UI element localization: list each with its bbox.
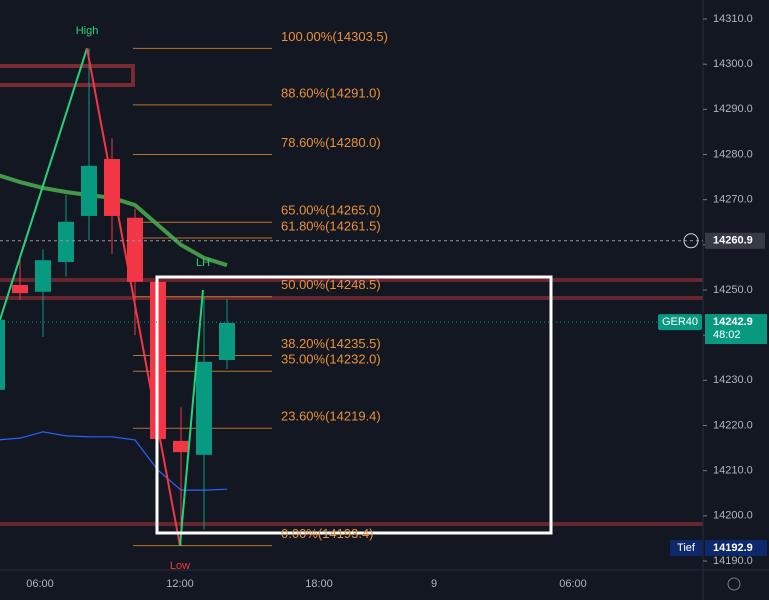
candle-body (12, 285, 28, 294)
y-tick-label: 14300.0 (713, 58, 753, 70)
y-tick-label: 14220.0 (713, 419, 753, 431)
y-tick-label: 14280.0 (713, 148, 753, 160)
zigzag-leg (86, 48, 181, 546)
fib-label: 65.00%(14265.0) (281, 203, 381, 218)
fib-label: 0.00%(14193.4) (281, 526, 374, 541)
fib-label: 100.00%(14303.5) (281, 29, 388, 44)
add-icon (683, 233, 699, 249)
low-price-label: 14192.9 (713, 542, 753, 554)
countdown-label: 48:02 (713, 329, 741, 341)
fib-label: 23.60%(14219.4) (281, 409, 381, 424)
zigzag-leg (179, 289, 204, 546)
low-name: Tief (677, 542, 696, 554)
y-tick-label: 14290.0 (713, 103, 753, 115)
pivot-label: LH (196, 257, 210, 269)
x-tick-label: 06:00 (559, 578, 587, 590)
fib-label: 61.80%(14261.5) (281, 218, 381, 233)
candle-body (173, 440, 189, 453)
range-box (155, 275, 553, 535)
fib-label: 88.60%(14291.0) (281, 85, 381, 100)
low-price-badge (705, 539, 767, 556)
plot (0, 47, 703, 547)
x-tick-label: 18:00 (305, 578, 333, 590)
y-tick-label: 14210.0 (713, 465, 753, 477)
y-tick-label: 14200.0 (713, 510, 753, 522)
y-tick-label: 14250.0 (713, 284, 753, 296)
candle-body (35, 260, 51, 292)
candle-body (58, 221, 74, 262)
price-label: 14242.9 (713, 316, 753, 328)
fib-label: 38.20%(14235.5) (281, 336, 381, 351)
symbol-badge (658, 314, 702, 331)
y-tick-label: 14270.0 (713, 194, 753, 206)
candle-body (196, 361, 212, 455)
y-tick-label: 14230.0 (713, 374, 753, 386)
pivot-label: High (76, 25, 99, 37)
pivot-label: Low (170, 560, 190, 572)
zigzag-leg (0, 48, 88, 321)
symbol-label: GER40 (662, 316, 698, 328)
low-badge (670, 539, 702, 556)
x-tick-label: 06:00 (26, 578, 54, 590)
candle-body (0, 319, 5, 390)
y-tick-label: 14310.0 (713, 13, 753, 25)
x-tick-label: 12:00 (166, 578, 194, 590)
fib-label: 35.00%(14232.0) (281, 352, 381, 367)
y-tick-label: 14190.0 (713, 555, 753, 567)
candle-body (81, 165, 97, 216)
candle-body (219, 322, 235, 361)
fib-label: 78.60%(14280.0) (281, 135, 381, 150)
x-tick-label: 9 (431, 578, 437, 590)
indicator-line (0, 431, 228, 491)
price-badge (705, 314, 767, 345)
candle-body (127, 217, 143, 282)
settings-icon[interactable] (727, 577, 741, 591)
fib-label: 50.00%(14248.5) (281, 277, 381, 292)
crosshair-label: 14260.9 (713, 235, 753, 247)
zone-box (0, 64, 135, 87)
crosshair-badge (705, 232, 765, 249)
